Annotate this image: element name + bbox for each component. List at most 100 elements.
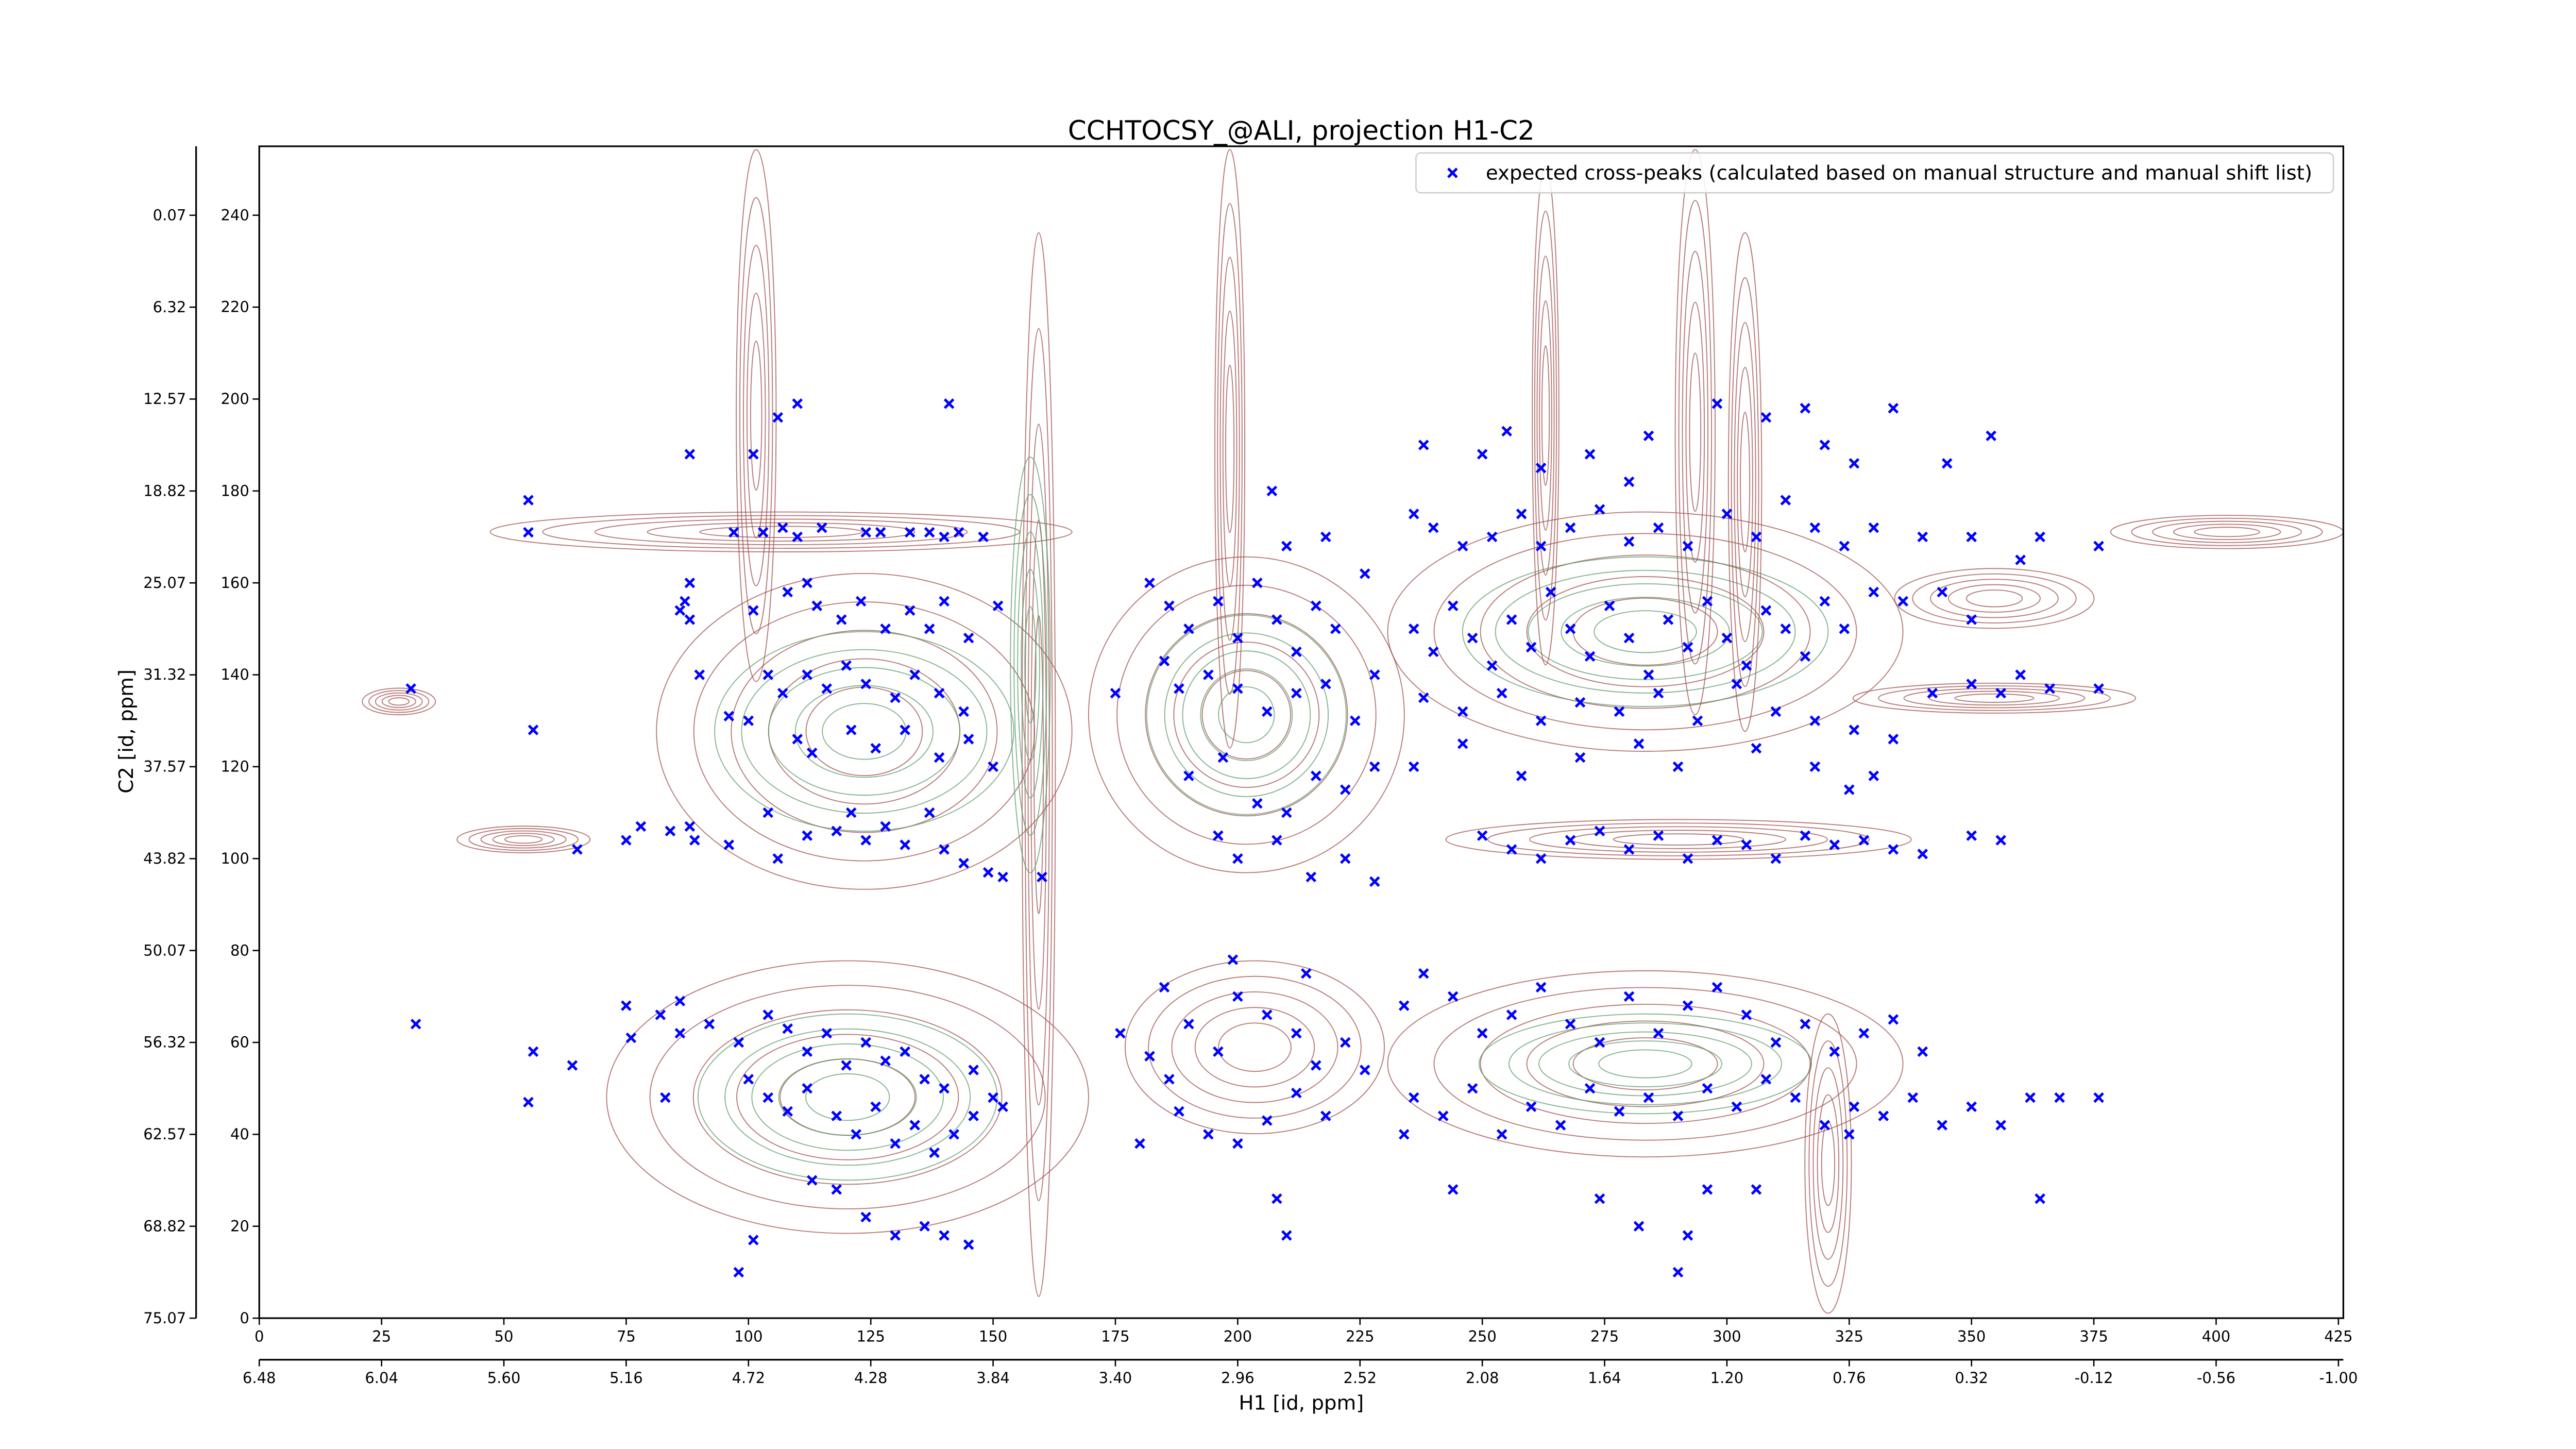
contour-line <box>1613 833 1744 846</box>
cross-peak <box>1966 614 1977 625</box>
contour-line <box>1526 576 1765 687</box>
contour-line <box>1685 301 1705 563</box>
x2-tick-label: -0.56 <box>2197 1369 2235 1387</box>
cross-peak <box>1183 770 1194 782</box>
cross-peak <box>806 747 818 759</box>
contour-line <box>714 631 1014 832</box>
contour-line <box>492 833 555 846</box>
cross-peak <box>1986 430 1997 442</box>
cross-peak <box>904 527 916 538</box>
cross-peak <box>1623 844 1635 855</box>
cross-peak <box>934 752 945 763</box>
contour-line <box>2173 524 2281 541</box>
cross-peak <box>1555 1120 1566 1131</box>
contour-line <box>1017 531 1044 799</box>
contour-line <box>1737 366 1753 598</box>
x-tick-label: 375 <box>2079 1327 2108 1345</box>
x2-tick-label: 1.64 <box>1588 1369 1621 1387</box>
cross-peak <box>1516 770 1527 782</box>
cross-peak <box>1506 614 1517 625</box>
cross-peak <box>655 1009 666 1020</box>
cross-peak <box>1496 1129 1507 1140</box>
cross-peak <box>1800 830 1811 841</box>
cross-peak <box>934 687 945 699</box>
cross-peak <box>963 1239 974 1250</box>
contour-line <box>1568 1040 1722 1088</box>
cross-peak <box>704 1018 715 1030</box>
cross-peak <box>733 1037 744 1048</box>
cross-peak <box>762 1092 774 1103</box>
contour-line <box>542 515 1020 549</box>
y-tick-label: 60 <box>230 1034 249 1051</box>
cross-peak <box>1369 876 1380 887</box>
cross-peak <box>1174 1106 1184 1117</box>
cross-peak <box>1262 1115 1273 1126</box>
cross-peak <box>1800 402 1811 414</box>
cross-peak <box>1780 495 1791 506</box>
x-tick-label: 250 <box>1468 1327 1496 1345</box>
cross-peak <box>1682 1230 1693 1241</box>
cross-peak <box>1721 509 1733 519</box>
cross-peak <box>1467 1083 1478 1094</box>
cross-peak <box>1340 1037 1351 1048</box>
contour-line <box>1145 613 1348 817</box>
cross-peak <box>1800 651 1811 662</box>
cross-peak <box>684 614 696 625</box>
cross-peak <box>762 807 774 818</box>
cross-peak <box>733 1267 744 1278</box>
cross-peak <box>1300 968 1312 979</box>
cross-peak <box>802 577 813 588</box>
cross-peak <box>1819 596 1831 607</box>
cross-peak <box>1291 1087 1302 1099</box>
cross-peak <box>1888 1014 1899 1025</box>
cross-peak <box>1995 1120 2007 1131</box>
cross-peak <box>831 825 842 837</box>
cross-peak <box>939 531 950 543</box>
cross-peak <box>845 724 857 735</box>
cross-peak <box>1232 991 1243 1002</box>
cross-peak <box>728 527 739 538</box>
cross-peak <box>1340 784 1351 795</box>
contour-line <box>1219 257 1240 641</box>
contour-line <box>368 690 430 713</box>
cross-peak <box>1526 642 1537 653</box>
contour-line <box>2131 517 2323 546</box>
cross-peak <box>900 839 910 850</box>
y2-tick-label: 0.07 <box>153 206 187 224</box>
contour-line <box>1164 632 1329 797</box>
x-tick-label: 50 <box>495 1327 514 1345</box>
cross-peak <box>1682 642 1693 653</box>
cross-peak <box>523 495 534 506</box>
cross-peak <box>674 996 686 1007</box>
cross-peak <box>968 1110 979 1122</box>
x2-tick-label: 3.84 <box>976 1369 1010 1387</box>
contour-line <box>1088 556 1405 873</box>
cross-peak <box>890 692 901 703</box>
cross-peak <box>1809 715 1821 727</box>
contour-line <box>1445 819 1912 860</box>
cross-peak <box>860 527 872 538</box>
cross-peak <box>1731 679 1742 689</box>
y2-tick-label: 50.07 <box>143 941 186 959</box>
cross-peak <box>802 1083 813 1094</box>
cross-peak <box>1995 687 2007 699</box>
x-tick-label: 0 <box>255 1327 264 1345</box>
contour-line <box>1912 573 2077 624</box>
contour-line <box>1572 1037 1718 1091</box>
cross-peak <box>1741 1009 1752 1020</box>
contour-line <box>1930 579 2059 618</box>
contour-line <box>1495 569 1796 694</box>
contour-line <box>1678 200 1713 665</box>
legend-box <box>1415 152 2334 194</box>
cross-peak <box>1203 669 1214 680</box>
cross-peak <box>1310 770 1321 782</box>
cross-peak <box>1937 1120 1948 1131</box>
cross-peak <box>684 577 696 588</box>
cross-peak <box>1682 541 1693 552</box>
cross-peak <box>841 660 852 671</box>
x2-tick-label: 6.04 <box>365 1369 398 1387</box>
cross-peak <box>1213 1046 1224 1057</box>
y-tick-label: 20 <box>230 1217 249 1235</box>
cross-peak <box>1839 541 1850 552</box>
cross-peak <box>665 825 676 837</box>
